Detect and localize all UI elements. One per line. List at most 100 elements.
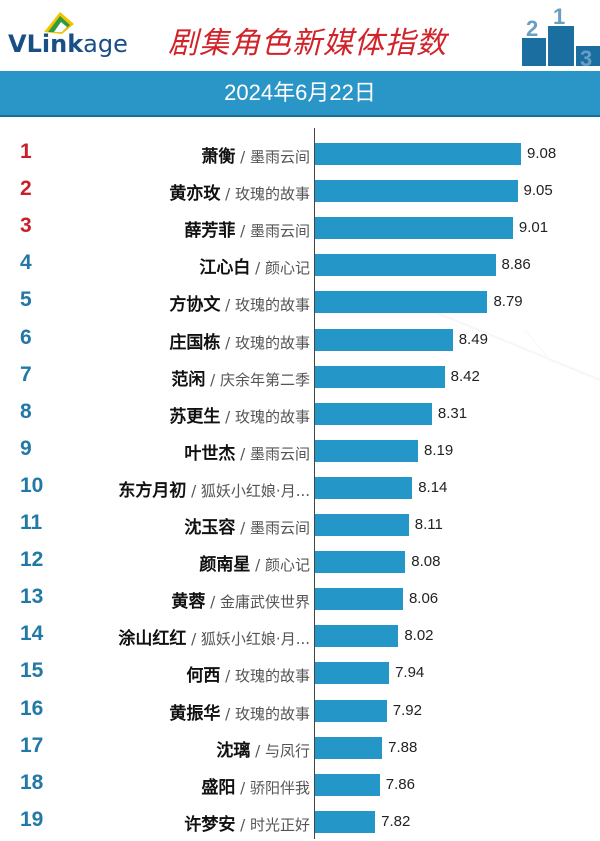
- rank-number: 12: [20, 548, 44, 572]
- row-label: 薛芳菲 / 墨雨云间: [184, 216, 310, 241]
- drama-name: 玫瑰的故事: [234, 296, 310, 315]
- drama-name: 庆余年第二季: [219, 370, 310, 389]
- bar-value-label: 9.01: [518, 219, 549, 237]
- bar: [315, 699, 387, 722]
- bar: [315, 662, 390, 685]
- drama-name: 狐妖小红娘·月...: [200, 481, 310, 500]
- role-name: 许梦安: [184, 814, 236, 835]
- bar-value-label: 8.79: [493, 293, 523, 311]
- row-label: 许梦安 / 时光正好: [184, 810, 310, 835]
- drama-name: 墨雨云间: [249, 444, 310, 463]
- bar: [315, 439, 418, 462]
- podium-2: 2: [526, 16, 538, 41]
- chart-row: 18 盛阳 / 骄阳伴我 7.86: [0, 767, 600, 804]
- bar: [315, 551, 406, 574]
- drama-name: 墨雨云间: [249, 222, 310, 241]
- rank-number: 16: [20, 696, 44, 720]
- bar: [315, 810, 376, 833]
- label-separator: /: [235, 222, 250, 241]
- chart-row: 3 薛芳菲 / 墨雨云间 9.01: [0, 210, 600, 247]
- role-name: 方协文: [169, 295, 221, 316]
- row-label: 沈玉容 / 墨雨云间: [184, 513, 310, 538]
- row-label: 何西 / 玫瑰的故事: [186, 661, 310, 686]
- label-separator: /: [220, 667, 235, 686]
- bar: [315, 254, 496, 277]
- drama-name: 玫瑰的故事: [234, 704, 310, 723]
- podium-icon: 2 1 3: [522, 8, 600, 66]
- chart-row: 1 萧衡 / 墨雨云间 9.08: [0, 136, 600, 173]
- label-separator: /: [250, 259, 265, 278]
- chart-row: 16 黄振华 / 玫瑰的故事 7.92: [0, 693, 600, 730]
- label-separator: /: [250, 741, 265, 760]
- chart-row: 14 涂山红红 / 狐妖小红娘·月... 8.02: [0, 618, 600, 655]
- rank-number: 5: [20, 288, 32, 312]
- row-label: 颜南星 / 颜心记: [199, 550, 310, 575]
- divider: [0, 115, 600, 117]
- label-separator: /: [205, 370, 220, 389]
- bar: [315, 514, 409, 536]
- role-name: 黄亦玫: [169, 184, 221, 205]
- drama-name: 狐妖小红娘·月...: [200, 630, 310, 649]
- rank-number: 3: [20, 214, 32, 238]
- row-label: 方协文 / 玫瑰的故事: [169, 290, 310, 315]
- bar: [315, 476, 413, 499]
- chart-row: 5 方协文 / 玫瑰的故事 8.79: [0, 284, 600, 321]
- vlinkage-logo: VLinkage: [8, 6, 138, 62]
- chart-row: 10 东方月初 / 狐妖小红娘·月... 8.14: [0, 470, 600, 507]
- bar: [315, 588, 403, 611]
- bar: [315, 365, 445, 388]
- podium-1: 1: [553, 8, 565, 29]
- chart-row: 13 黄蓉 / 金庸武侠世界 8.06: [0, 581, 600, 618]
- label-separator: /: [235, 148, 250, 166]
- label-separator: /: [220, 407, 235, 426]
- drama-name: 玫瑰的故事: [234, 185, 310, 204]
- bar-value-label: 8.31: [437, 404, 468, 422]
- drama-name: 颜心记: [264, 556, 310, 575]
- chart-row: 6 庄国栋 / 玫瑰的故事 8.49: [0, 322, 600, 359]
- row-label: 东方月初 / 狐妖小红娘·月...: [118, 476, 310, 501]
- row-label: 苏更生 / 玫瑰的故事: [169, 402, 310, 427]
- bar: [315, 328, 453, 351]
- bar-value-label: 8.19: [424, 441, 454, 459]
- bar-value-label: 8.14: [418, 478, 448, 496]
- rank-number: 10: [20, 473, 44, 497]
- bar-value-label: 7.86: [385, 775, 415, 793]
- drama-name: 玫瑰的故事: [234, 333, 310, 352]
- row-label: 庄国栋 / 玫瑰的故事: [169, 328, 310, 353]
- rank-number: 7: [20, 362, 32, 386]
- chart-row: 15 何西 / 玫瑰的故事 7.94: [0, 655, 600, 692]
- role-name: 薛芳菲: [184, 221, 236, 242]
- role-name: 江心白: [199, 258, 251, 279]
- role-name: 黄蓉: [171, 592, 206, 613]
- row-label: 叶世杰 / 墨雨云间: [184, 439, 310, 464]
- chart-row: 2 黄亦玫 / 玫瑰的故事 9.05: [0, 173, 600, 210]
- rank-number: 19: [20, 807, 44, 831]
- role-name: 范闲: [171, 369, 206, 390]
- bar-value-label: 7.82: [381, 812, 411, 830]
- chart-title: 剧集角色新媒体指数: [168, 26, 447, 61]
- bar-value-label: 8.06: [408, 590, 439, 608]
- role-name: 萧衡: [201, 147, 236, 167]
- label-separator: /: [235, 815, 250, 834]
- bar-value-label: 7.88: [388, 738, 418, 756]
- chart-row: 11 沈玉容 / 墨雨云间 8.11: [0, 507, 600, 544]
- y-axis-line: [314, 128, 315, 839]
- row-label: 涂山红红 / 狐妖小红娘·月...: [118, 624, 310, 649]
- bar: [315, 773, 380, 796]
- drama-name: 墨雨云间: [249, 148, 310, 166]
- label-separator: /: [235, 778, 250, 797]
- drama-name: 墨雨云间: [249, 519, 310, 537]
- logo-mark-icon: [44, 12, 74, 34]
- rank-number: 11: [20, 511, 43, 534]
- rank-number: 4: [20, 251, 32, 275]
- chart-row: 4 江心白 / 颜心记 8.86: [0, 247, 600, 284]
- drama-name: 与凤行: [264, 741, 310, 760]
- rank-number: 2: [20, 177, 32, 201]
- label-separator: /: [186, 630, 201, 649]
- label-separator: /: [220, 704, 235, 723]
- logo-part1: VL: [8, 30, 42, 58]
- bar: [315, 180, 518, 203]
- rank-number: 17: [20, 733, 44, 757]
- rank-number: 15: [20, 659, 44, 683]
- role-name: 叶世杰: [184, 443, 236, 464]
